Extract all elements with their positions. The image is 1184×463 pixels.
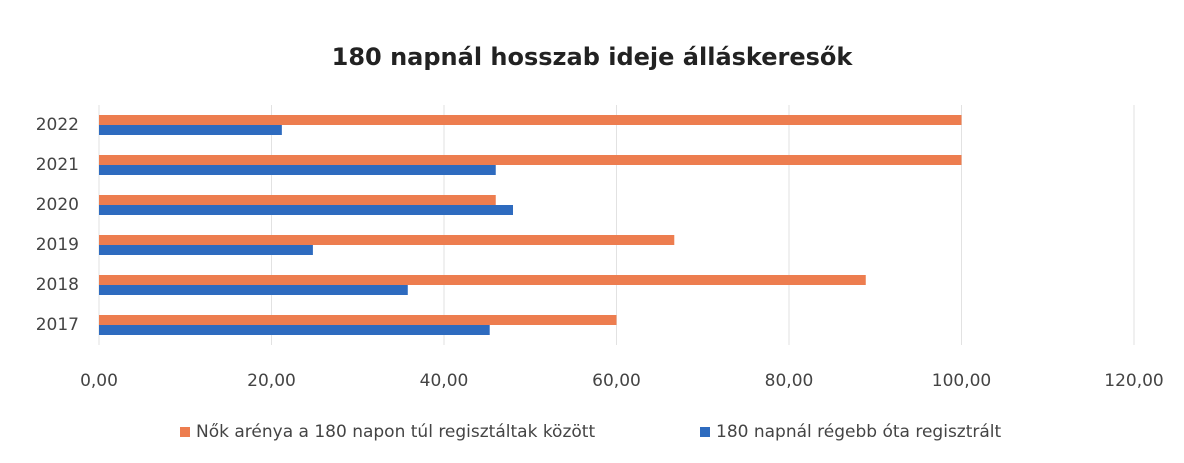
- bar: [99, 245, 313, 255]
- legend-swatch: [700, 427, 710, 437]
- x-tick-label: 100,00: [932, 371, 991, 391]
- x-tick-label: 40,00: [420, 371, 469, 391]
- bar: [99, 285, 408, 295]
- y-tick-label: 2022: [36, 115, 79, 135]
- legend-swatch: [180, 427, 190, 437]
- legend-label: 180 napnál régebb óta regisztrált: [716, 422, 1002, 442]
- bar: [99, 325, 490, 335]
- x-tick-label: 60,00: [592, 371, 641, 391]
- y-tick-label: 2017: [36, 315, 79, 335]
- x-tick-label: 80,00: [765, 371, 814, 391]
- bar: [99, 155, 962, 165]
- bar: [99, 115, 962, 125]
- x-tick-label: 120,00: [1104, 371, 1163, 391]
- chart-title: 180 napnál hosszab ideje álláskeresők: [332, 43, 854, 71]
- y-tick-label: 2020: [36, 195, 79, 215]
- y-tick-label: 2018: [36, 275, 79, 295]
- bar: [99, 315, 617, 325]
- x-tick-label: 0,00: [80, 371, 118, 391]
- bar: [99, 125, 282, 135]
- x-tick-label: 20,00: [247, 371, 296, 391]
- legend-label: Nők arénya a 180 napon túl regisztáltak …: [196, 422, 595, 442]
- bar: [99, 235, 675, 245]
- bar: [99, 195, 496, 205]
- bar: [99, 165, 496, 175]
- y-tick-label: 2021: [36, 155, 79, 175]
- y-tick-label: 2019: [36, 235, 79, 255]
- bar: [99, 205, 513, 215]
- bar: [99, 275, 866, 285]
